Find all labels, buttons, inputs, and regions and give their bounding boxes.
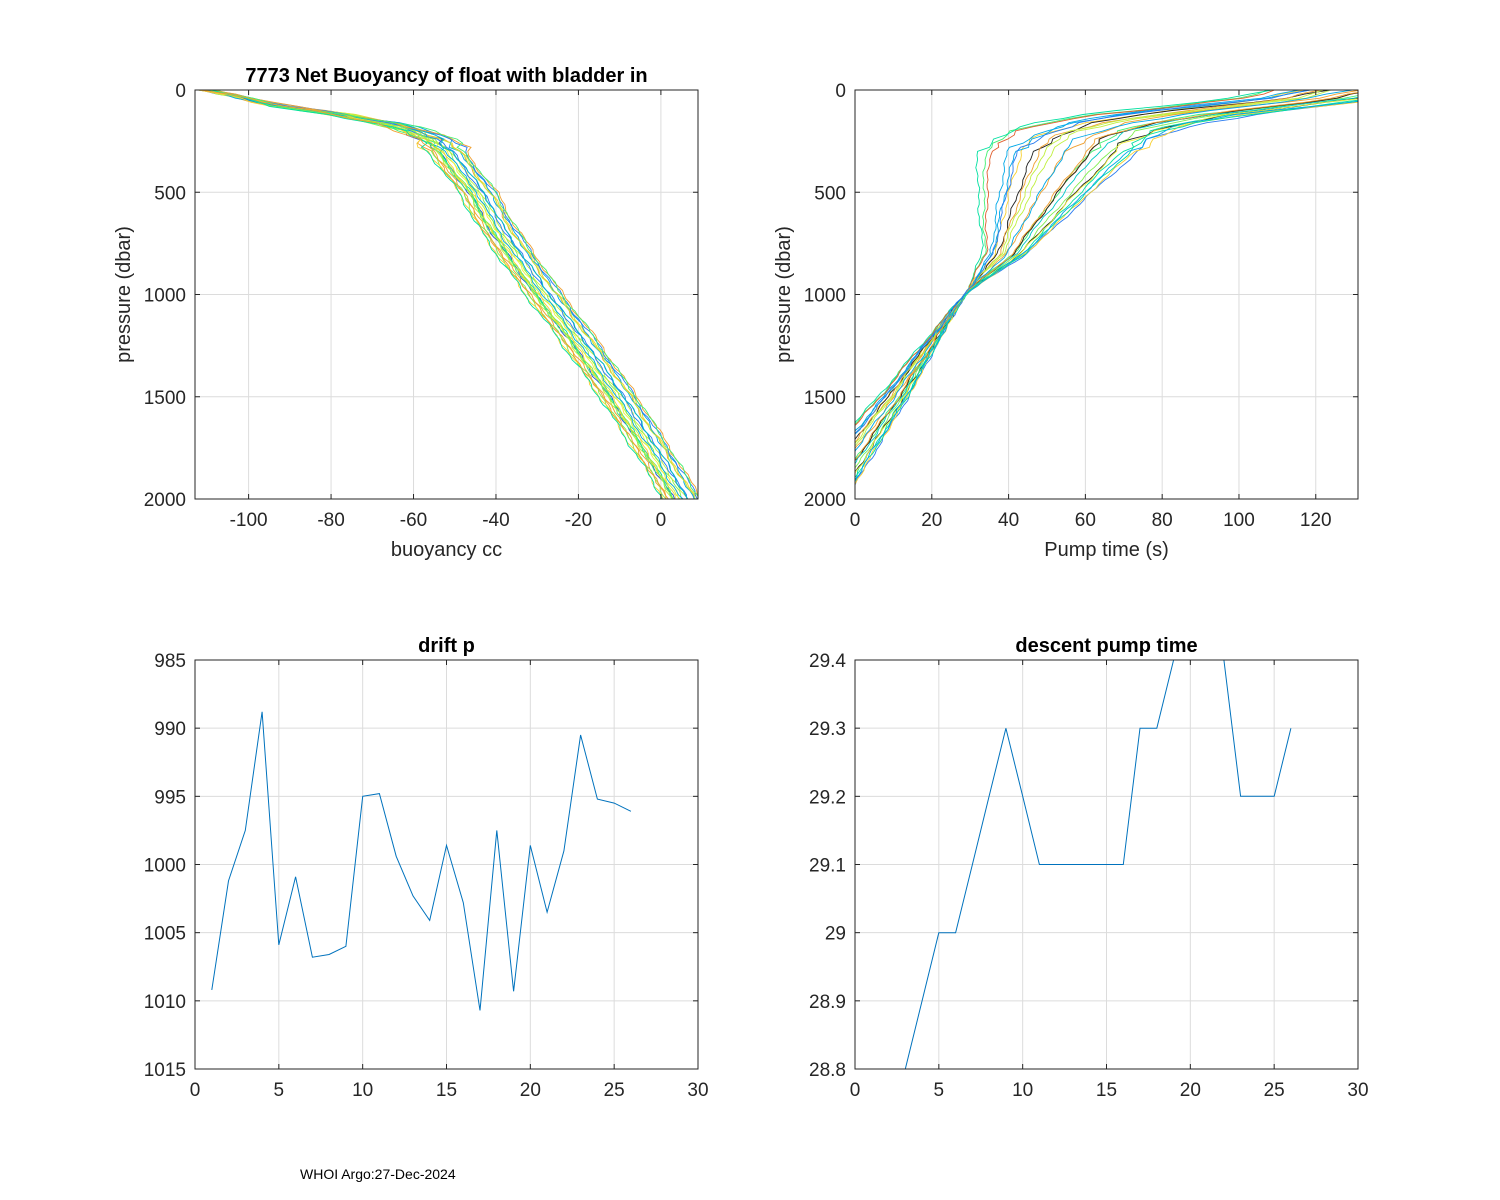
chart-title: 7773 Net Buoyancy of float with bladder … (245, 65, 647, 87)
x-tick-label: 10 (1012, 1080, 1033, 1101)
footer-credit: WHOI Argo:27-Dec-2024 (300, 1166, 456, 1182)
y-tick-label: 0 (175, 81, 186, 102)
profile-line (855, 100, 1358, 481)
x-tick-label: 20 (520, 1080, 541, 1101)
buoyancy-profile-chart: -100 -80 -60 -40 -20 0 0 500 1000 1500 2000 7773 Ne… (113, 65, 699, 561)
profile-line (199, 90, 696, 499)
x-tick-label: 30 (687, 1080, 708, 1101)
x-tick-label: -80 (317, 510, 344, 531)
y-tick-label: 2000 (804, 490, 846, 511)
x-tick-label: 25 (1264, 1080, 1285, 1101)
profile-line (210, 90, 698, 498)
profile-line (207, 90, 684, 499)
profile-line (200, 90, 667, 499)
x-tick-label: 10 (352, 1080, 373, 1101)
y-tick-label: 995 (154, 787, 186, 808)
x-tick-label: 15 (1096, 1080, 1117, 1101)
y-tick-label: 29.3 (809, 719, 846, 740)
y-tick-label: 500 (154, 183, 186, 204)
x-tick-label: 0 (656, 510, 667, 531)
x-tick-label: 15 (436, 1080, 457, 1101)
x-axis-label: buoyancy cc (391, 539, 502, 561)
profile-line (198, 90, 676, 499)
profile-line (214, 90, 675, 499)
profile-line (855, 90, 1310, 435)
y-tick-label: 29.1 (809, 856, 846, 877)
y-tick-label: 990 (154, 719, 186, 740)
plot-area (871, 660, 1292, 1069)
x-tick-label: -60 (400, 510, 427, 531)
y-tick-label: 985 (154, 651, 186, 672)
chart-title: drift p (418, 635, 475, 657)
y-tick-label: 1015 (144, 1060, 186, 1081)
x-tick-label: 20 (1180, 1080, 1201, 1101)
profile-line (211, 90, 663, 499)
drift-pressure-chart: 0 5 10 15 20 25 309859909951000100510101015dri… (144, 635, 709, 1101)
x-tick-label: 25 (604, 1080, 625, 1101)
profile-line (206, 90, 689, 499)
x-tick-label: -40 (482, 510, 509, 531)
y-tick-label: 1500 (144, 388, 186, 409)
y-tick-label: 500 (814, 183, 846, 204)
x-tick-label: 30 (1347, 1080, 1368, 1101)
y-tick-label: 28.8 (809, 1060, 846, 1081)
y-tick-label: 1500 (804, 388, 846, 409)
y-tick-label: 29.4 (809, 651, 846, 672)
x-tick-label: 100 (1223, 510, 1255, 531)
y-tick-label: 1005 (144, 924, 186, 945)
y-tick-label: 1000 (144, 286, 186, 307)
y-tick-label: 2000 (144, 490, 186, 511)
y-tick-label: 29 (825, 924, 846, 945)
x-axis-label: Pump time (s) (1044, 539, 1168, 561)
y-tick-label: 1000 (144, 856, 186, 877)
y-axis-label: pressure (dbar) (773, 226, 795, 363)
series-line (211, 711, 632, 1011)
y-tick-label: 1010 (144, 992, 186, 1013)
x-tick-label: -100 (230, 510, 268, 531)
profile-line (207, 90, 681, 499)
profile-line (209, 90, 674, 499)
x-tick-label: 0 (190, 1080, 201, 1101)
y-axis-label: pressure (dbar) (113, 226, 135, 363)
pump-time-profile-chart: 0 20 40 60 80 100 120 0 500 1000 1500 2000 Pump time… (773, 81, 1359, 561)
x-tick-label: 5 (274, 1080, 285, 1101)
plot-area (198, 90, 698, 499)
series-line (871, 660, 1292, 1069)
chart-title: descent pump time (1015, 635, 1197, 657)
x-tick-label: 0 (850, 510, 861, 531)
profile-line (210, 90, 698, 498)
x-tick-label: 60 (1075, 510, 1096, 531)
x-tick-label: 0 (850, 1080, 861, 1101)
plot-area (855, 90, 1358, 487)
x-tick-label: 40 (998, 510, 1019, 531)
x-tick-label: 5 (934, 1080, 945, 1101)
y-tick-label: 1000 (804, 286, 846, 307)
x-tick-label: 120 (1300, 510, 1332, 531)
descent-pump-time-chart: 0 5 10 15 20 25 30 28.8 28.9 29 29.1 29.2 29.3 29.4 de… (809, 635, 1369, 1101)
plot-area (211, 711, 632, 1011)
x-tick-label: 80 (1152, 510, 1173, 531)
x-tick-label: 20 (921, 510, 942, 531)
profile-line (855, 100, 1358, 483)
y-tick-label: 29.2 (809, 787, 846, 808)
y-tick-label: 0 (835, 81, 846, 102)
x-tick-label: -20 (565, 510, 592, 531)
y-tick-label: 28.9 (809, 992, 846, 1013)
